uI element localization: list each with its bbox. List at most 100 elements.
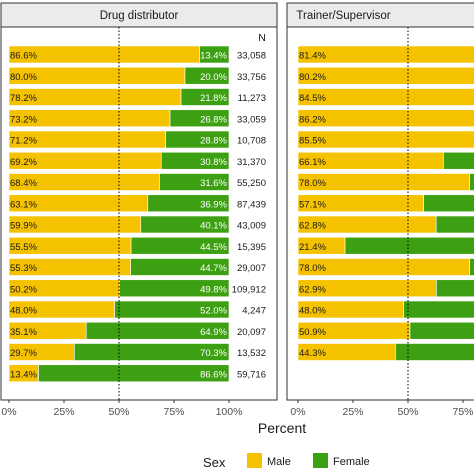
female-bar <box>184 66 230 85</box>
male-label: 35.1% <box>10 327 37 338</box>
n-label: 11,273 <box>238 93 266 104</box>
male-label: 66.1% <box>299 157 326 168</box>
female-bar <box>119 279 230 298</box>
female-label: 52.0% <box>200 306 227 317</box>
female-bar <box>443 151 474 170</box>
male-bar <box>297 109 474 128</box>
panel-title: Trainer/Supervisor <box>296 10 390 22</box>
male-bar <box>297 66 474 85</box>
x-tick-label: 0% <box>1 406 16 418</box>
n-label: 31,370 <box>237 157 266 168</box>
n-label: 55,250 <box>237 178 266 189</box>
male-label: 62.9% <box>299 284 326 295</box>
male-label: 21.4% <box>299 242 326 253</box>
female-bar <box>130 258 230 276</box>
panel-strip <box>0 2 278 28</box>
male-label: 68.4% <box>10 178 37 189</box>
male-bar <box>297 45 474 64</box>
legend-swatch <box>247 453 262 468</box>
n-label: 33,059 <box>237 114 266 125</box>
female-label: 49.8% <box>200 284 227 295</box>
male-label: 55.3% <box>10 263 37 274</box>
female-bar <box>85 321 230 340</box>
female-bar <box>469 258 474 276</box>
female-bar <box>469 173 474 191</box>
male-label: 44.3% <box>299 348 326 359</box>
female-bar <box>423 194 474 213</box>
female-bar <box>344 236 474 255</box>
male-bar <box>297 88 474 106</box>
female-bar <box>140 215 230 234</box>
n-header: N <box>258 32 266 44</box>
female-label: 86.6% <box>200 369 227 380</box>
x-tick-label: 75% <box>163 406 184 418</box>
female-label: 26.8% <box>200 114 227 125</box>
panel-title: Drug distributor <box>100 10 179 22</box>
male-label: 48.0% <box>10 306 37 317</box>
female-bar <box>199 45 230 64</box>
male-label: 86.6% <box>10 51 37 62</box>
male-label: 13.4% <box>10 369 37 380</box>
male-label: 86.2% <box>299 114 326 125</box>
x-axis-label: Percent <box>258 420 306 436</box>
panel-border <box>0 26 278 401</box>
n-label: 15,395 <box>237 242 266 253</box>
n-label: 109,912 <box>232 284 266 295</box>
x-tick-label: 25% <box>342 406 363 418</box>
male-label: 48.0% <box>299 306 326 317</box>
female-label: 31.6% <box>200 178 227 189</box>
legend-title: Sex <box>203 455 226 470</box>
female-bar <box>114 300 230 319</box>
male-label: 50.9% <box>299 327 326 338</box>
panel-strip <box>286 2 474 28</box>
panel-border <box>286 26 474 401</box>
male-label: 78.2% <box>10 93 37 104</box>
male-label: 84.5% <box>299 93 326 104</box>
male-label: 73.2% <box>10 114 37 125</box>
female-bar <box>38 364 230 383</box>
female-bar <box>409 321 474 340</box>
female-label: 13.4% <box>200 51 227 62</box>
male-label: 80.0% <box>10 72 37 83</box>
n-label: 33,058 <box>237 51 266 62</box>
female-label: 44.5% <box>200 242 227 253</box>
female-bar <box>403 300 474 319</box>
female-bar <box>165 130 230 149</box>
n-label: 20,097 <box>237 327 266 338</box>
female-bar <box>436 279 474 298</box>
female-label: 21.8% <box>200 93 227 104</box>
male-label: 63.1% <box>10 199 37 210</box>
male-label: 69.2% <box>10 157 37 168</box>
n-label: 10,708 <box>237 136 266 147</box>
female-label: 36.9% <box>200 199 227 210</box>
female-bar <box>159 173 230 191</box>
female-bar <box>180 88 230 106</box>
n-label: 29,007 <box>237 263 266 274</box>
x-tick-label: 75% <box>452 406 473 418</box>
legend-label: Female <box>333 456 370 468</box>
n-label: 59,716 <box>237 369 266 380</box>
female-bar <box>395 343 474 361</box>
female-bar <box>435 215 474 234</box>
female-bar <box>169 109 230 128</box>
x-tick-label: 100% <box>216 406 243 418</box>
male-label: 55.5% <box>10 242 37 253</box>
n-label: 13,532 <box>237 348 266 359</box>
male-label: 85.5% <box>299 136 326 147</box>
female-bar <box>74 343 230 361</box>
female-label: 20.0% <box>200 72 227 83</box>
male-label: 80.2% <box>299 72 326 83</box>
male-bar <box>8 45 200 64</box>
female-bar <box>130 236 230 255</box>
male-label: 78.0% <box>299 263 326 274</box>
female-label: 44.7% <box>200 263 227 274</box>
female-label: 30.8% <box>200 157 227 168</box>
female-label: 40.1% <box>200 221 227 232</box>
x-tick-label: 25% <box>53 406 74 418</box>
n-label: 33,756 <box>237 72 266 83</box>
male-label: 81.4% <box>299 51 326 62</box>
male-label: 57.1% <box>299 199 326 210</box>
n-label: 43,009 <box>237 221 266 232</box>
legend-label: Male <box>267 456 291 468</box>
